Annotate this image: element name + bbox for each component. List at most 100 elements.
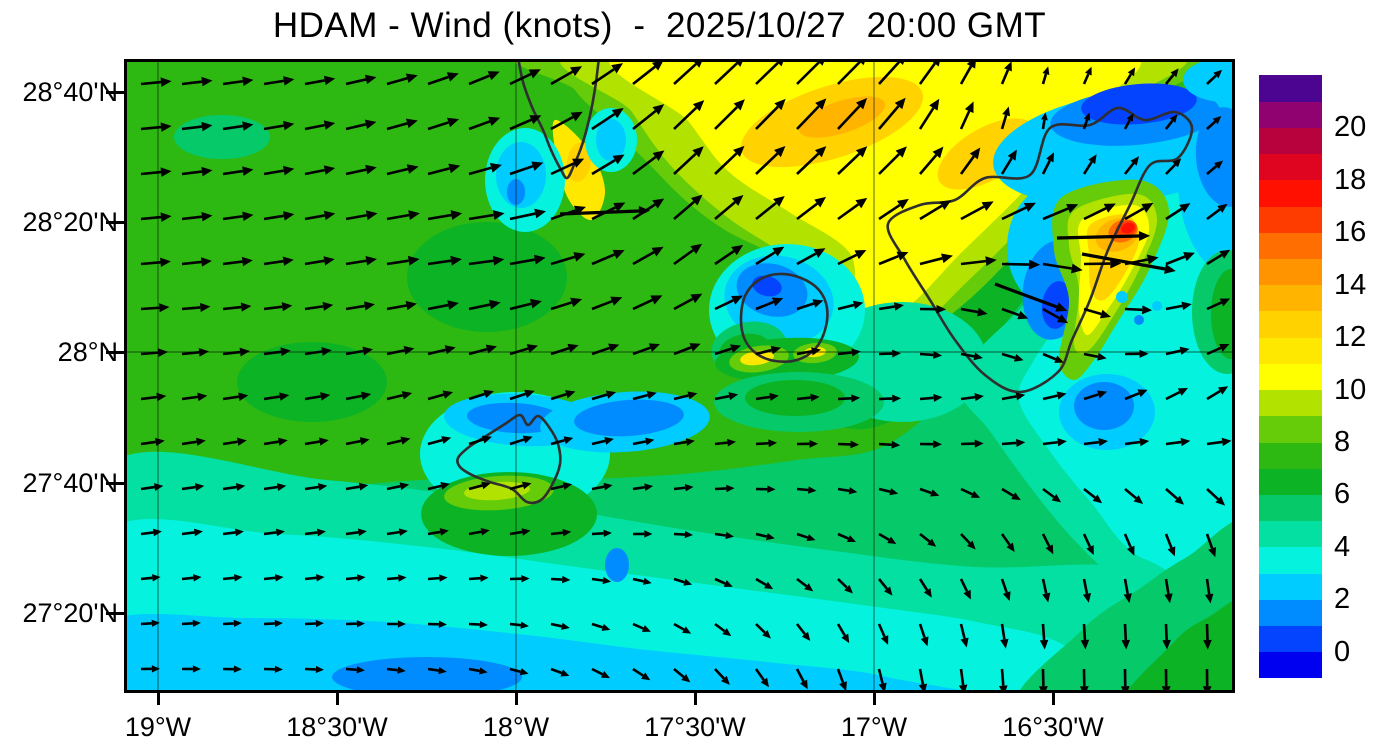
wind-arrow-shaft	[918, 578, 929, 591]
wind-arrow-shaft	[1083, 352, 1099, 358]
wind-arrow-head	[524, 389, 535, 398]
wind-arrow-shaft	[345, 304, 365, 311]
wind-arrow-head	[565, 390, 576, 399]
wind-arrow-shaft	[1001, 206, 1027, 221]
wind-arrow-head	[855, 97, 868, 110]
colorbar-segment	[1259, 389, 1322, 417]
wind-arrow-head	[1217, 203, 1228, 213]
wind-arrow-shaft	[304, 123, 325, 131]
wind-arrow-shaft	[304, 214, 326, 221]
wind-arrow-shaft	[1206, 253, 1223, 266]
wind-arrow-head	[1213, 69, 1223, 79]
wind-arrow-head	[356, 666, 365, 674]
wind-arrow-shaft	[714, 532, 727, 537]
wind-arrow-head	[804, 583, 814, 592]
wind-arrow-head	[1174, 495, 1185, 505]
wind-arrow-head	[316, 574, 325, 582]
wind-arrow-head	[774, 146, 786, 158]
wind-arrow-shaft	[591, 439, 606, 446]
wind-arrow-head	[364, 74, 377, 85]
wind-arrow-shaft	[632, 393, 649, 401]
wind-arrow-head	[611, 63, 624, 74]
wind-arrow-shaft	[714, 441, 728, 446]
colorbar-label: 14	[1334, 268, 1367, 301]
wind-arrow-head	[1002, 106, 1011, 117]
wind-arrow-head	[275, 574, 284, 582]
wind-arrow-shaft	[673, 394, 689, 401]
wind-arrow-head	[721, 675, 730, 685]
wind-arrow-head	[233, 619, 242, 628]
coastline-la-palma	[517, 62, 600, 180]
wind-arrow-shaft	[386, 213, 410, 221]
wind-arrow-head	[731, 244, 744, 256]
wind-arrow-shaft	[1165, 304, 1183, 311]
wind-arrow-shaft	[1082, 533, 1092, 548]
wind-arrow-shaft	[345, 349, 364, 356]
wind-arrow-shaft	[427, 303, 449, 311]
wind-arrow-head	[1097, 390, 1108, 399]
wind-arrow-shaft	[1206, 440, 1223, 446]
wind-arrow-shaft	[1042, 262, 1072, 270]
wind-arrow-head	[356, 620, 365, 628]
wind-arrow-shaft	[714, 394, 730, 401]
wind-arrow-head	[567, 343, 579, 353]
wind-arrow-head	[238, 392, 249, 401]
field-region-darkgreen-patch-a	[407, 222, 567, 332]
wind-arrow-shaft	[1165, 488, 1179, 500]
wind-arrow-shaft	[1041, 159, 1051, 175]
colorbar-label: 6	[1334, 478, 1351, 511]
wind-arrow-shaft	[1123, 162, 1135, 175]
wind-arrow-head	[818, 62, 824, 66]
wind-arrow-head	[519, 668, 529, 676]
y-axis-tick	[106, 482, 125, 485]
x-axis-tick	[336, 690, 339, 705]
wind-arrow-head	[283, 76, 295, 86]
x-axis-tick	[1052, 690, 1055, 705]
colorbar-label: 4	[1334, 530, 1351, 563]
wind-arrow-head	[1130, 156, 1140, 166]
wind-arrow-shaft	[140, 125, 162, 131]
y-axis-label: 28°20'N	[22, 207, 118, 237]
wind-arrow-head	[774, 98, 786, 111]
wind-arrow-shaft	[140, 306, 160, 311]
wind-arrow-shaft	[1000, 114, 1008, 130]
wind-arrow-head	[852, 300, 864, 310]
wind-arrow-shaft	[345, 485, 360, 491]
wind-arrow-shaft	[591, 393, 608, 401]
wind-arrow-shaft	[1206, 120, 1217, 130]
wind-arrow-head	[483, 389, 494, 399]
wind-arrow-head	[152, 574, 161, 582]
wind-arrow-head	[157, 348, 168, 358]
field-region-nw-tenerife-blue	[1041, 281, 1073, 329]
colorbar-segment	[1259, 284, 1322, 312]
wind-arrow-head	[361, 391, 372, 401]
colorbar-label: 2	[1334, 583, 1351, 616]
wind-arrow-head	[521, 574, 530, 583]
wind-arrow-head	[439, 528, 449, 536]
wind-arrow-shaft	[837, 487, 850, 493]
wind-arrow-head	[731, 295, 743, 305]
wind-arrow-head	[1099, 309, 1111, 319]
wind-arrow-head	[1051, 493, 1062, 503]
wind-arrow-shaft	[796, 62, 820, 85]
wind-arrow-shaft	[1124, 392, 1140, 401]
wind-arrow-shaft	[591, 346, 611, 356]
wind-arrow-shaft	[222, 214, 244, 221]
wind-arrow-shaft	[468, 438, 484, 446]
wind-arrow-shaft	[673, 667, 685, 679]
wind-arrow-head	[932, 62, 940, 67]
wind-arrow-head	[851, 348, 861, 357]
wind-arrow-head	[684, 530, 693, 539]
wind-arrow-shaft	[878, 62, 901, 85]
wind-arrow-shaft	[181, 622, 193, 626]
wind-arrow-head	[192, 665, 201, 673]
wind-arrow-head	[814, 146, 827, 158]
wind-arrow-head	[192, 619, 201, 627]
wind-arrow-shaft	[181, 576, 194, 581]
wind-arrow-head	[479, 667, 488, 675]
wind-arrow-head	[450, 255, 462, 266]
y-axis-label: 28°40'N	[22, 77, 118, 107]
wind-arrow-shaft	[796, 396, 811, 401]
wind-arrow-shaft	[878, 105, 900, 130]
wind-arrow-shaft	[837, 396, 852, 401]
